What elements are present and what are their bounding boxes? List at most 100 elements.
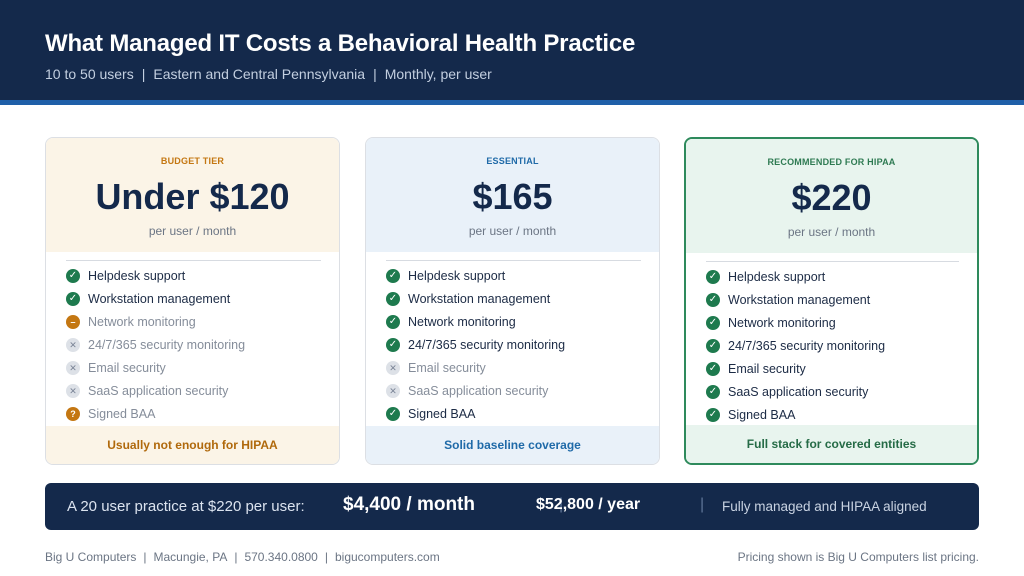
tier-label: ESSENTIAL	[486, 156, 539, 166]
subtitle-users: 10 to 50 users	[45, 66, 134, 82]
subtitle-separator: |	[141, 66, 146, 82]
feature-item: ✕ 24/7/365 security monitoring	[66, 337, 245, 360]
feature-item: ✓ Signed BAA	[706, 407, 885, 430]
pricing-card-essential: ESSENTIAL $165 per user / month ✓ Helpdes…	[365, 137, 660, 465]
footer-company: Big U Computers	[45, 550, 137, 564]
header-accent-stripe	[0, 100, 1024, 105]
footer-location: Macungie, PA	[153, 550, 228, 564]
tier-price: $220	[791, 177, 872, 218]
x-icon: ✕	[386, 384, 400, 398]
feature-label: Network monitoring	[88, 315, 196, 329]
feature-label: Network monitoring	[728, 316, 836, 330]
feature-label: SaaS application security	[88, 384, 229, 398]
feature-label: 24/7/365 security monitoring	[88, 338, 246, 352]
x-icon: ✕	[66, 361, 80, 375]
feature-item: ✓ Network monitoring	[706, 315, 885, 338]
partial-icon: –	[66, 315, 80, 329]
check-icon: ✓	[386, 292, 400, 306]
footer-phone: 570.340.0800	[244, 550, 318, 564]
pricing-card-budget: BUDGET TIER Under $120 per user / month …	[45, 137, 340, 465]
card-header: BUDGET TIER Under $120 per user / month	[46, 138, 339, 252]
feature-item: ✓ Workstation management	[706, 292, 885, 315]
feature-label: Signed BAA	[728, 408, 796, 422]
card-divider	[706, 261, 959, 262]
check-icon: ✓	[66, 292, 80, 306]
price-unit: per user / month	[468, 224, 557, 238]
tier-label: RECOMMENDED FOR HIPAA	[767, 157, 896, 167]
check-icon: ✓	[706, 339, 720, 353]
check-icon: ✓	[706, 362, 720, 376]
x-icon: ✕	[66, 384, 80, 398]
card-footer-note: Usually not enough for HIPAA	[46, 426, 339, 464]
summary-note: Fully managed and HIPAA aligned	[722, 499, 927, 514]
card-footer-note: Full stack for covered entities	[686, 425, 977, 463]
card-divider	[66, 260, 321, 261]
feature-item: ✕ Email security	[66, 360, 245, 383]
page-title: What Managed IT Costs a Behavioral Healt…	[45, 30, 636, 57]
card-divider	[386, 260, 641, 261]
summary-divider: |	[559, 496, 564, 513]
feature-label: Signed BAA	[88, 407, 156, 421]
check-icon: ✓	[706, 385, 720, 399]
feature-label: Helpdesk support	[408, 269, 506, 283]
feature-item: ✓ Helpdesk support	[66, 268, 245, 291]
feature-label: Workstation management	[88, 292, 231, 306]
feature-item: ✓ Email security	[706, 361, 885, 384]
feature-label: SaaS application security	[408, 384, 549, 398]
page-subtitle: 10 to 50 users | Eastern and Central Penns…	[45, 66, 492, 82]
summary-divider: |	[700, 496, 705, 513]
feature-label: Network monitoring	[408, 315, 516, 329]
subtitle-separator: |	[373, 66, 377, 82]
feature-list: ✓ Helpdesk support ✓ Workstation management…	[386, 268, 565, 429]
tier-label: BUDGET TIER	[160, 156, 225, 166]
tier-price: Under $120	[95, 176, 290, 217]
summary-lead: A 20 user practice at $220 per user:	[67, 498, 305, 515]
feature-label: Signed BAA	[408, 407, 476, 421]
feature-item: ✓ Helpdesk support	[706, 269, 885, 292]
check-icon: ✓	[386, 315, 400, 329]
feature-label: Email security	[728, 362, 806, 376]
footer-website: bigucomputers.com	[334, 550, 440, 564]
footer-separator: |	[324, 550, 328, 564]
footer-separator: |	[143, 550, 147, 564]
feature-item: ✓ Signed BAA	[386, 406, 565, 429]
card-header: RECOMMENDED FOR HIPAA $220 per user / mo…	[686, 139, 977, 253]
feature-label: Helpdesk support	[728, 270, 826, 284]
check-icon: ✓	[706, 316, 720, 330]
check-icon: ✓	[66, 269, 80, 283]
feature-label: SaaS application security	[728, 385, 869, 399]
subtitle-region: Eastern and Central Pennsylvania	[153, 66, 366, 82]
price-unit: per user / month	[787, 225, 876, 239]
subtitle-billing: Monthly, per user	[384, 66, 492, 82]
feature-item: – Network monitoring	[66, 314, 245, 337]
check-icon: ✓	[706, 270, 720, 284]
feature-item: ? Signed BAA	[66, 406, 245, 429]
check-icon: ✓	[706, 408, 720, 422]
feature-item: ✓ Workstation management	[66, 291, 245, 314]
summary-monthly-cost: $4,400 / month	[343, 494, 475, 515]
header-banner	[0, 0, 1024, 100]
feature-list: ✓ Helpdesk support ✓ Workstation management…	[706, 269, 885, 430]
pricing-card-recommended: RECOMMENDED FOR HIPAA $220 per user / mo…	[684, 137, 979, 465]
feature-item: ✓ Network monitoring	[386, 314, 565, 337]
price-unit: per user / month	[148, 224, 237, 238]
feature-item: ✓ Workstation management	[386, 291, 565, 314]
feature-item: ✓ 24/7/365 security monitoring	[706, 338, 885, 361]
feature-label: 24/7/365 security monitoring	[408, 338, 566, 352]
x-icon: ✕	[66, 338, 80, 352]
footer-separator: |	[234, 550, 238, 564]
summary-yearly-cost: $52,800 / year	[536, 496, 641, 513]
feature-label: 24/7/365 security monitoring	[728, 339, 886, 353]
check-icon: ✓	[386, 338, 400, 352]
question-icon: ?	[66, 407, 80, 421]
feature-item: ✓ SaaS application security	[706, 384, 885, 407]
feature-item: ✕ SaaS application security	[66, 383, 245, 406]
x-icon: ✕	[386, 361, 400, 375]
feature-list: ✓ Helpdesk support ✓ Workstation management…	[66, 268, 245, 429]
tier-price: $165	[472, 176, 553, 217]
feature-item: ✓ 24/7/365 security monitoring	[386, 337, 565, 360]
card-footer-note: Solid baseline coverage	[366, 426, 659, 464]
check-icon: ✓	[386, 407, 400, 421]
feature-item: ✕ Email security	[386, 360, 565, 383]
footer-contact: Big U Computers | Macungie, PA | 570.340.080…	[45, 550, 440, 564]
